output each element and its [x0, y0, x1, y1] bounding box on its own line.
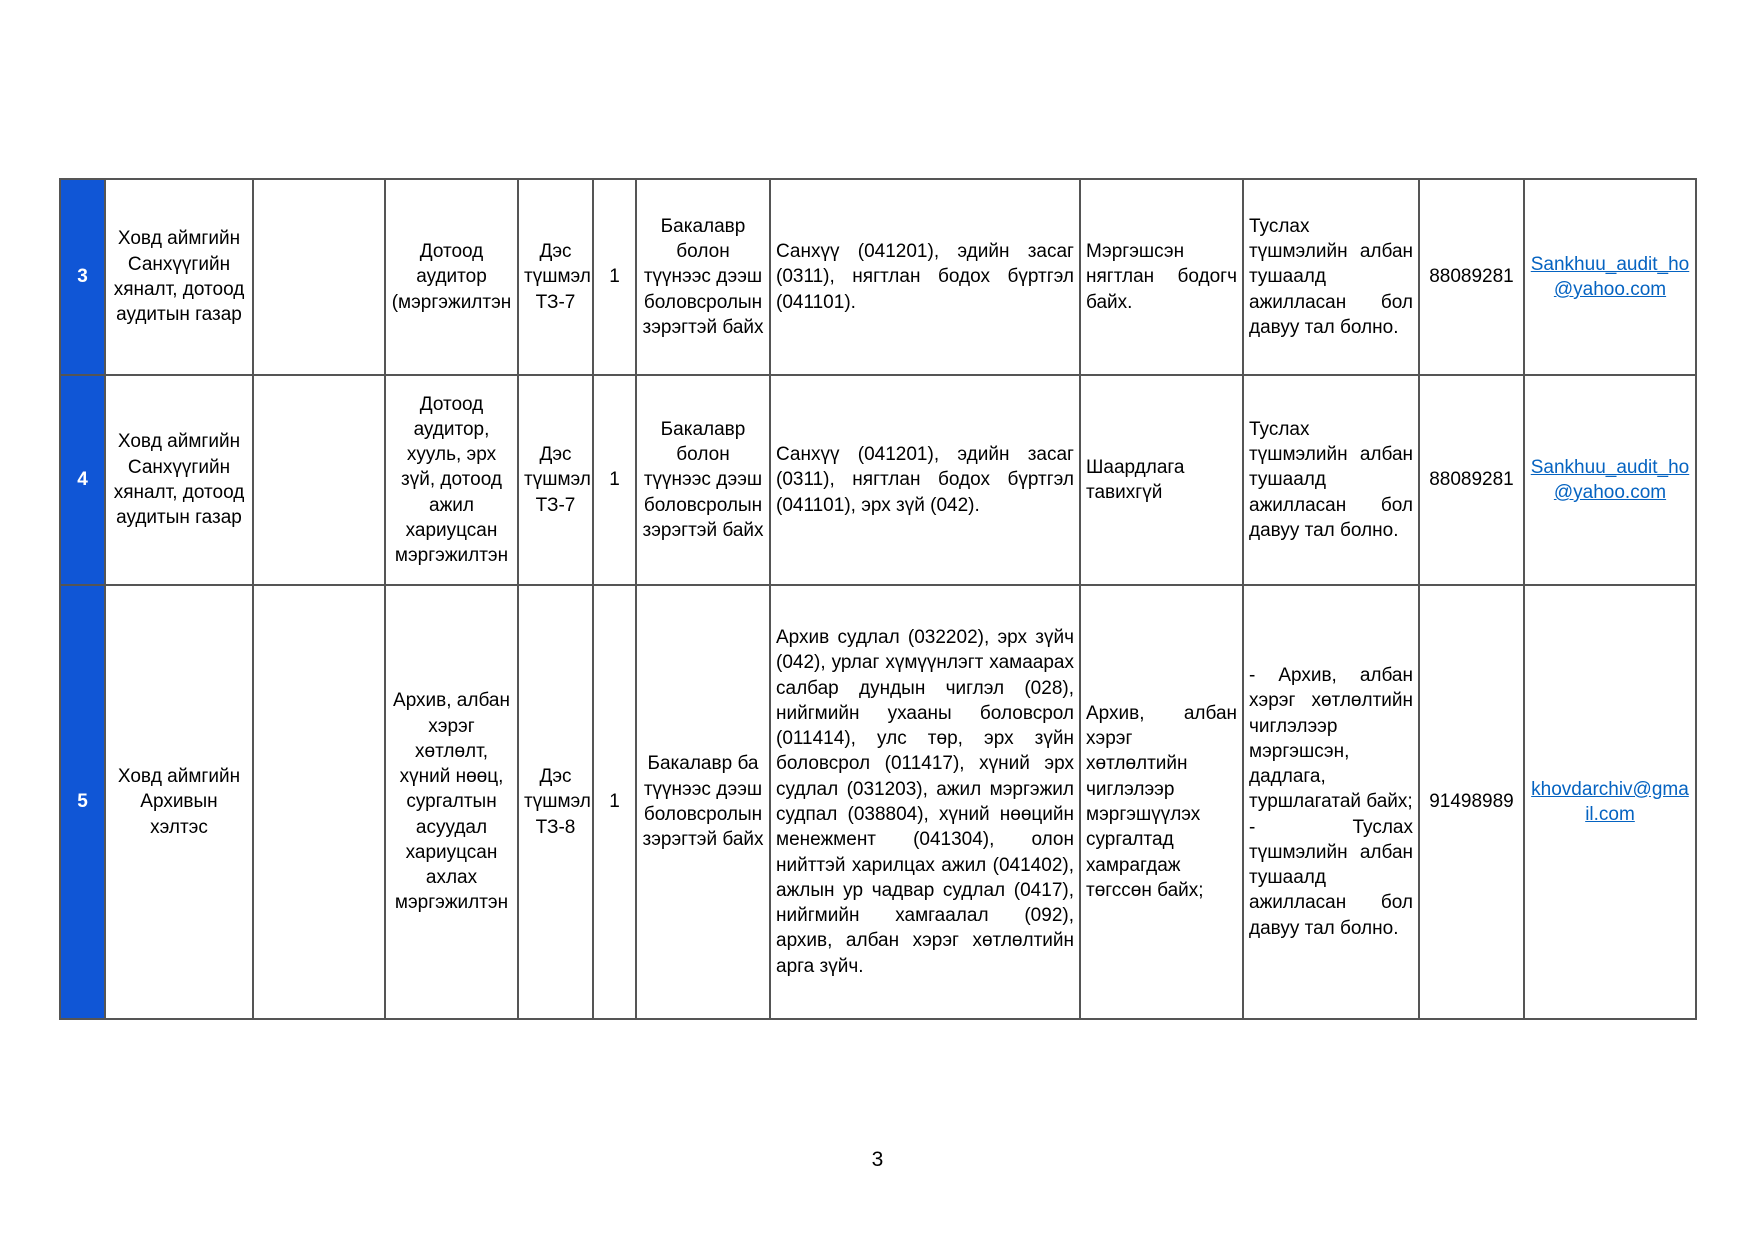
table-row: 3 Ховд аймгийн Санхүүгийн хяналт, дотоод…: [59, 178, 1697, 376]
specialization-cell: Архив судлал (032202), эрх зүйч (042), у…: [769, 584, 1081, 1020]
row-number-cell: 5: [59, 584, 106, 1020]
position-cell: Архив, албан хэрэг хөтлөлт, хүний нөөц, …: [384, 584, 519, 1020]
experience-cell: Туслах түшмэлийн албан тушаалд ажилласан…: [1242, 178, 1420, 376]
vacancy-count-cell: 1: [592, 178, 637, 376]
phone-cell: 88089281: [1418, 374, 1525, 586]
organization-cell: Ховд аймгийн Санхүүгийн хяналт, дотоод а…: [104, 374, 254, 586]
table-row: 5 Ховд аймгийн Архивын хэлтэс Архив, алб…: [59, 584, 1697, 1020]
experience-cell: - Архив, албан хэрэг хөтлөлтийн чиглэлээ…: [1242, 584, 1420, 1020]
education-cell: Бакалавр ба түүнээс дээш боловсролын зэр…: [635, 584, 771, 1020]
page-number: 3: [871, 1148, 884, 1171]
rank-cell: Дэс түшмэл ТЗ-8: [517, 584, 594, 1020]
vacancy-count-cell: 1: [592, 374, 637, 586]
row-number-cell: 4: [59, 374, 106, 586]
specialization-cell: Санхүү (041201), эдийн засаг (0311), няг…: [769, 178, 1081, 376]
position-cell: Дотоод аудитор (мэргэжилтэн: [384, 178, 519, 376]
phone-cell: 91498989: [1418, 584, 1525, 1020]
organization-cell: Ховд аймгийн Санхүүгийн хяналт, дотоод а…: [104, 178, 254, 376]
email-cell: khovdarchiv@gmail.com: [1523, 584, 1697, 1020]
email-link[interactable]: khovdarchiv@gmail.com: [1531, 778, 1689, 825]
unit-cell: [252, 178, 386, 376]
unit-cell: [252, 584, 386, 1020]
organization-cell: Ховд аймгийн Архивын хэлтэс: [104, 584, 254, 1020]
education-cell: Бакалавр болон түүнээс дээш боловсролын …: [635, 178, 771, 376]
experience-cell: Туслах түшмэлийн албан тушаалд ажилласан…: [1242, 374, 1420, 586]
education-cell: Бакалавр болон түүнээс дээш боловсролын …: [635, 374, 771, 586]
table-row: 4 Ховд аймгийн Санхүүгийн хяналт, дотоод…: [59, 374, 1697, 586]
qualification-cell: Шаардлага тавихгүй: [1079, 374, 1244, 586]
qualification-cell: Мэргэшсэн нягтлан бодогч байх.: [1079, 178, 1244, 376]
rank-cell: Дэс түшмэл ТЗ-7: [517, 178, 594, 376]
row-number-cell: 3: [59, 178, 106, 376]
email-link[interactable]: Sankhuu_audit_ho@yahoo.com: [1530, 253, 1690, 300]
vacancy-count-cell: 1: [592, 584, 637, 1020]
email-link[interactable]: Sankhuu_audit_ho@yahoo.com: [1530, 456, 1690, 503]
qualification-cell: Архив, албан хэрэг хөтлөлтийн чиглэлээр …: [1079, 584, 1244, 1020]
vacancy-table: 3 Ховд аймгийн Санхүүгийн хяналт, дотоод…: [59, 178, 1697, 1020]
phone-cell: 88089281: [1418, 178, 1525, 376]
position-cell: Дотоод аудитор, хууль, эрх зүй, дотоод а…: [384, 374, 519, 586]
specialization-cell: Санхүү (041201), эдийн засаг (0311), няг…: [769, 374, 1081, 586]
email-cell: Sankhuu_audit_ho@yahoo.com: [1523, 178, 1697, 376]
rank-cell: Дэс түшмэл ТЗ-7: [517, 374, 594, 586]
unit-cell: [252, 374, 386, 586]
email-cell: Sankhuu_audit_ho@yahoo.com: [1523, 374, 1697, 586]
